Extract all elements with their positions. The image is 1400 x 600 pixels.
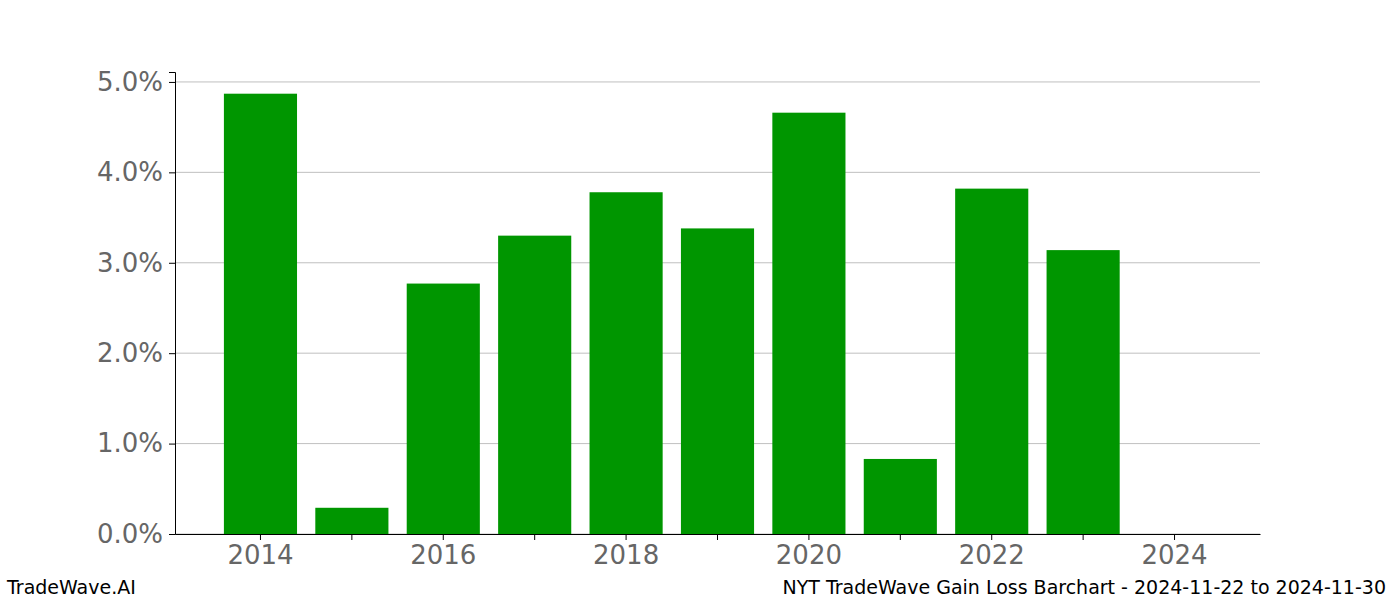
x-tick: 2024 — [1141, 534, 1207, 570]
x-tick-mark — [1083, 534, 1084, 540]
x-tick-mark — [260, 534, 261, 540]
x-axis: 2014 2016 2018 2020 2022 2024 — [176, 534, 1261, 570]
y-tick: 2.0% — [97, 338, 175, 368]
annotation: TradeWave.AI — [6, 576, 136, 598]
bar — [772, 113, 845, 534]
y-tick-label: 2.0% — [97, 338, 163, 368]
y-axis-line — [169, 73, 176, 535]
x-tick: 2020 — [776, 534, 842, 570]
x-tick-mark — [900, 534, 901, 540]
bar — [955, 189, 1028, 534]
y-tick-label: 4.0% — [97, 157, 163, 187]
grid — [175, 82, 1260, 534]
x-tick: 2014 — [227, 534, 293, 570]
y-tick-label: 1.0% — [97, 428, 163, 458]
bars — [224, 94, 1120, 534]
x-tick-label: 2018 — [593, 540, 659, 570]
y-tick: 4.0% — [97, 157, 175, 187]
x-tick-label: 2014 — [227, 540, 293, 570]
x-tick — [534, 534, 535, 540]
y-tick-mark — [169, 534, 175, 535]
x-tick-mark — [534, 534, 535, 540]
bar — [407, 284, 480, 534]
x-tick-label: 2022 — [959, 540, 1025, 570]
x-tick-label: 2024 — [1141, 540, 1207, 570]
y-axis: 0.0% 1.0% 2.0% 3.0% 4.0% 5.0% — [97, 67, 176, 549]
y-tick: 3.0% — [97, 248, 175, 278]
y-tick: 5.0% — [97, 67, 175, 97]
bar — [864, 459, 937, 534]
y-tick-label: 5.0% — [97, 67, 163, 97]
x-tick-mark — [991, 534, 992, 540]
x-tick: 2016 — [410, 534, 476, 570]
y-tick: 1.0% — [97, 428, 175, 458]
x-tick-mark — [717, 534, 718, 540]
x-tick-mark — [626, 534, 627, 540]
y-tick-label: 0.0% — [97, 519, 163, 549]
y-tick-mark — [169, 82, 175, 83]
x-tick-mark — [351, 534, 352, 540]
bar — [315, 508, 388, 534]
x-tick-mark — [443, 534, 444, 540]
grid-line — [175, 172, 1260, 173]
y-tick-mark — [169, 263, 175, 264]
bar — [681, 228, 754, 534]
x-tick-mark — [1174, 534, 1175, 540]
x-tick: 2018 — [593, 534, 659, 570]
bar — [590, 192, 663, 534]
grid-line — [175, 81, 1260, 82]
x-tick — [717, 534, 718, 540]
chart: 0.0% 1.0% 2.0% 3.0% 4.0% 5.0% 2014 2016 2018 2020… — [0, 0, 1400, 600]
bar — [1047, 250, 1120, 534]
y-tick-mark — [169, 444, 175, 445]
x-tick: 2022 — [959, 534, 1025, 570]
bar — [1138, 534, 1211, 535]
bar — [224, 94, 297, 534]
x-tick-label: 2020 — [776, 540, 842, 570]
x-tick — [351, 534, 352, 540]
title: NYT TradeWave Gain Loss Barchart - 2024-… — [782, 576, 1386, 598]
bar — [498, 236, 571, 534]
y-tick-mark — [169, 172, 175, 173]
x-tick-mark — [808, 534, 809, 540]
x-tick — [900, 534, 901, 540]
x-tick-label: 2016 — [410, 540, 476, 570]
y-tick-label: 3.0% — [97, 248, 163, 278]
x-tick — [1083, 534, 1084, 540]
y-tick-mark — [169, 353, 175, 354]
y-tick: 0.0% — [97, 519, 175, 549]
